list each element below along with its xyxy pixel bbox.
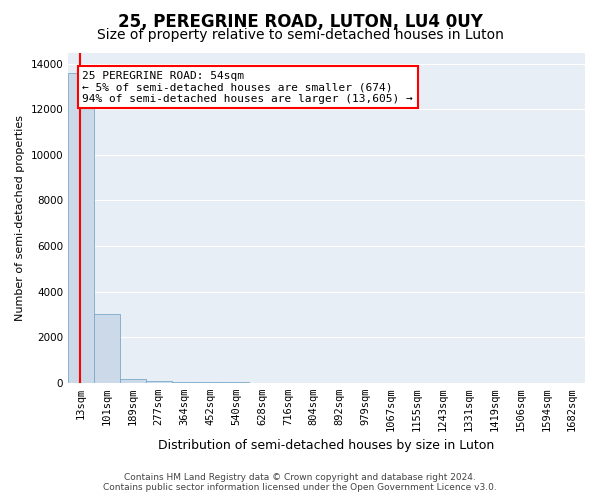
Text: 25 PEREGRINE ROAD: 54sqm
← 5% of semi-detached houses are smaller (674)
94% of s: 25 PEREGRINE ROAD: 54sqm ← 5% of semi-de…: [82, 70, 413, 104]
Text: 25, PEREGRINE ROAD, LUTON, LU4 0UY: 25, PEREGRINE ROAD, LUTON, LU4 0UY: [118, 12, 482, 30]
X-axis label: Distribution of semi-detached houses by size in Luton: Distribution of semi-detached houses by …: [158, 440, 495, 452]
Bar: [120, 379, 146, 382]
Bar: [68, 73, 94, 382]
Text: Size of property relative to semi-detached houses in Luton: Size of property relative to semi-detach…: [97, 28, 503, 42]
Y-axis label: Number of semi-detached properties: Number of semi-detached properties: [15, 114, 25, 320]
Text: Contains HM Land Registry data © Crown copyright and database right 2024.
Contai: Contains HM Land Registry data © Crown c…: [103, 473, 497, 492]
Bar: [94, 314, 120, 382]
